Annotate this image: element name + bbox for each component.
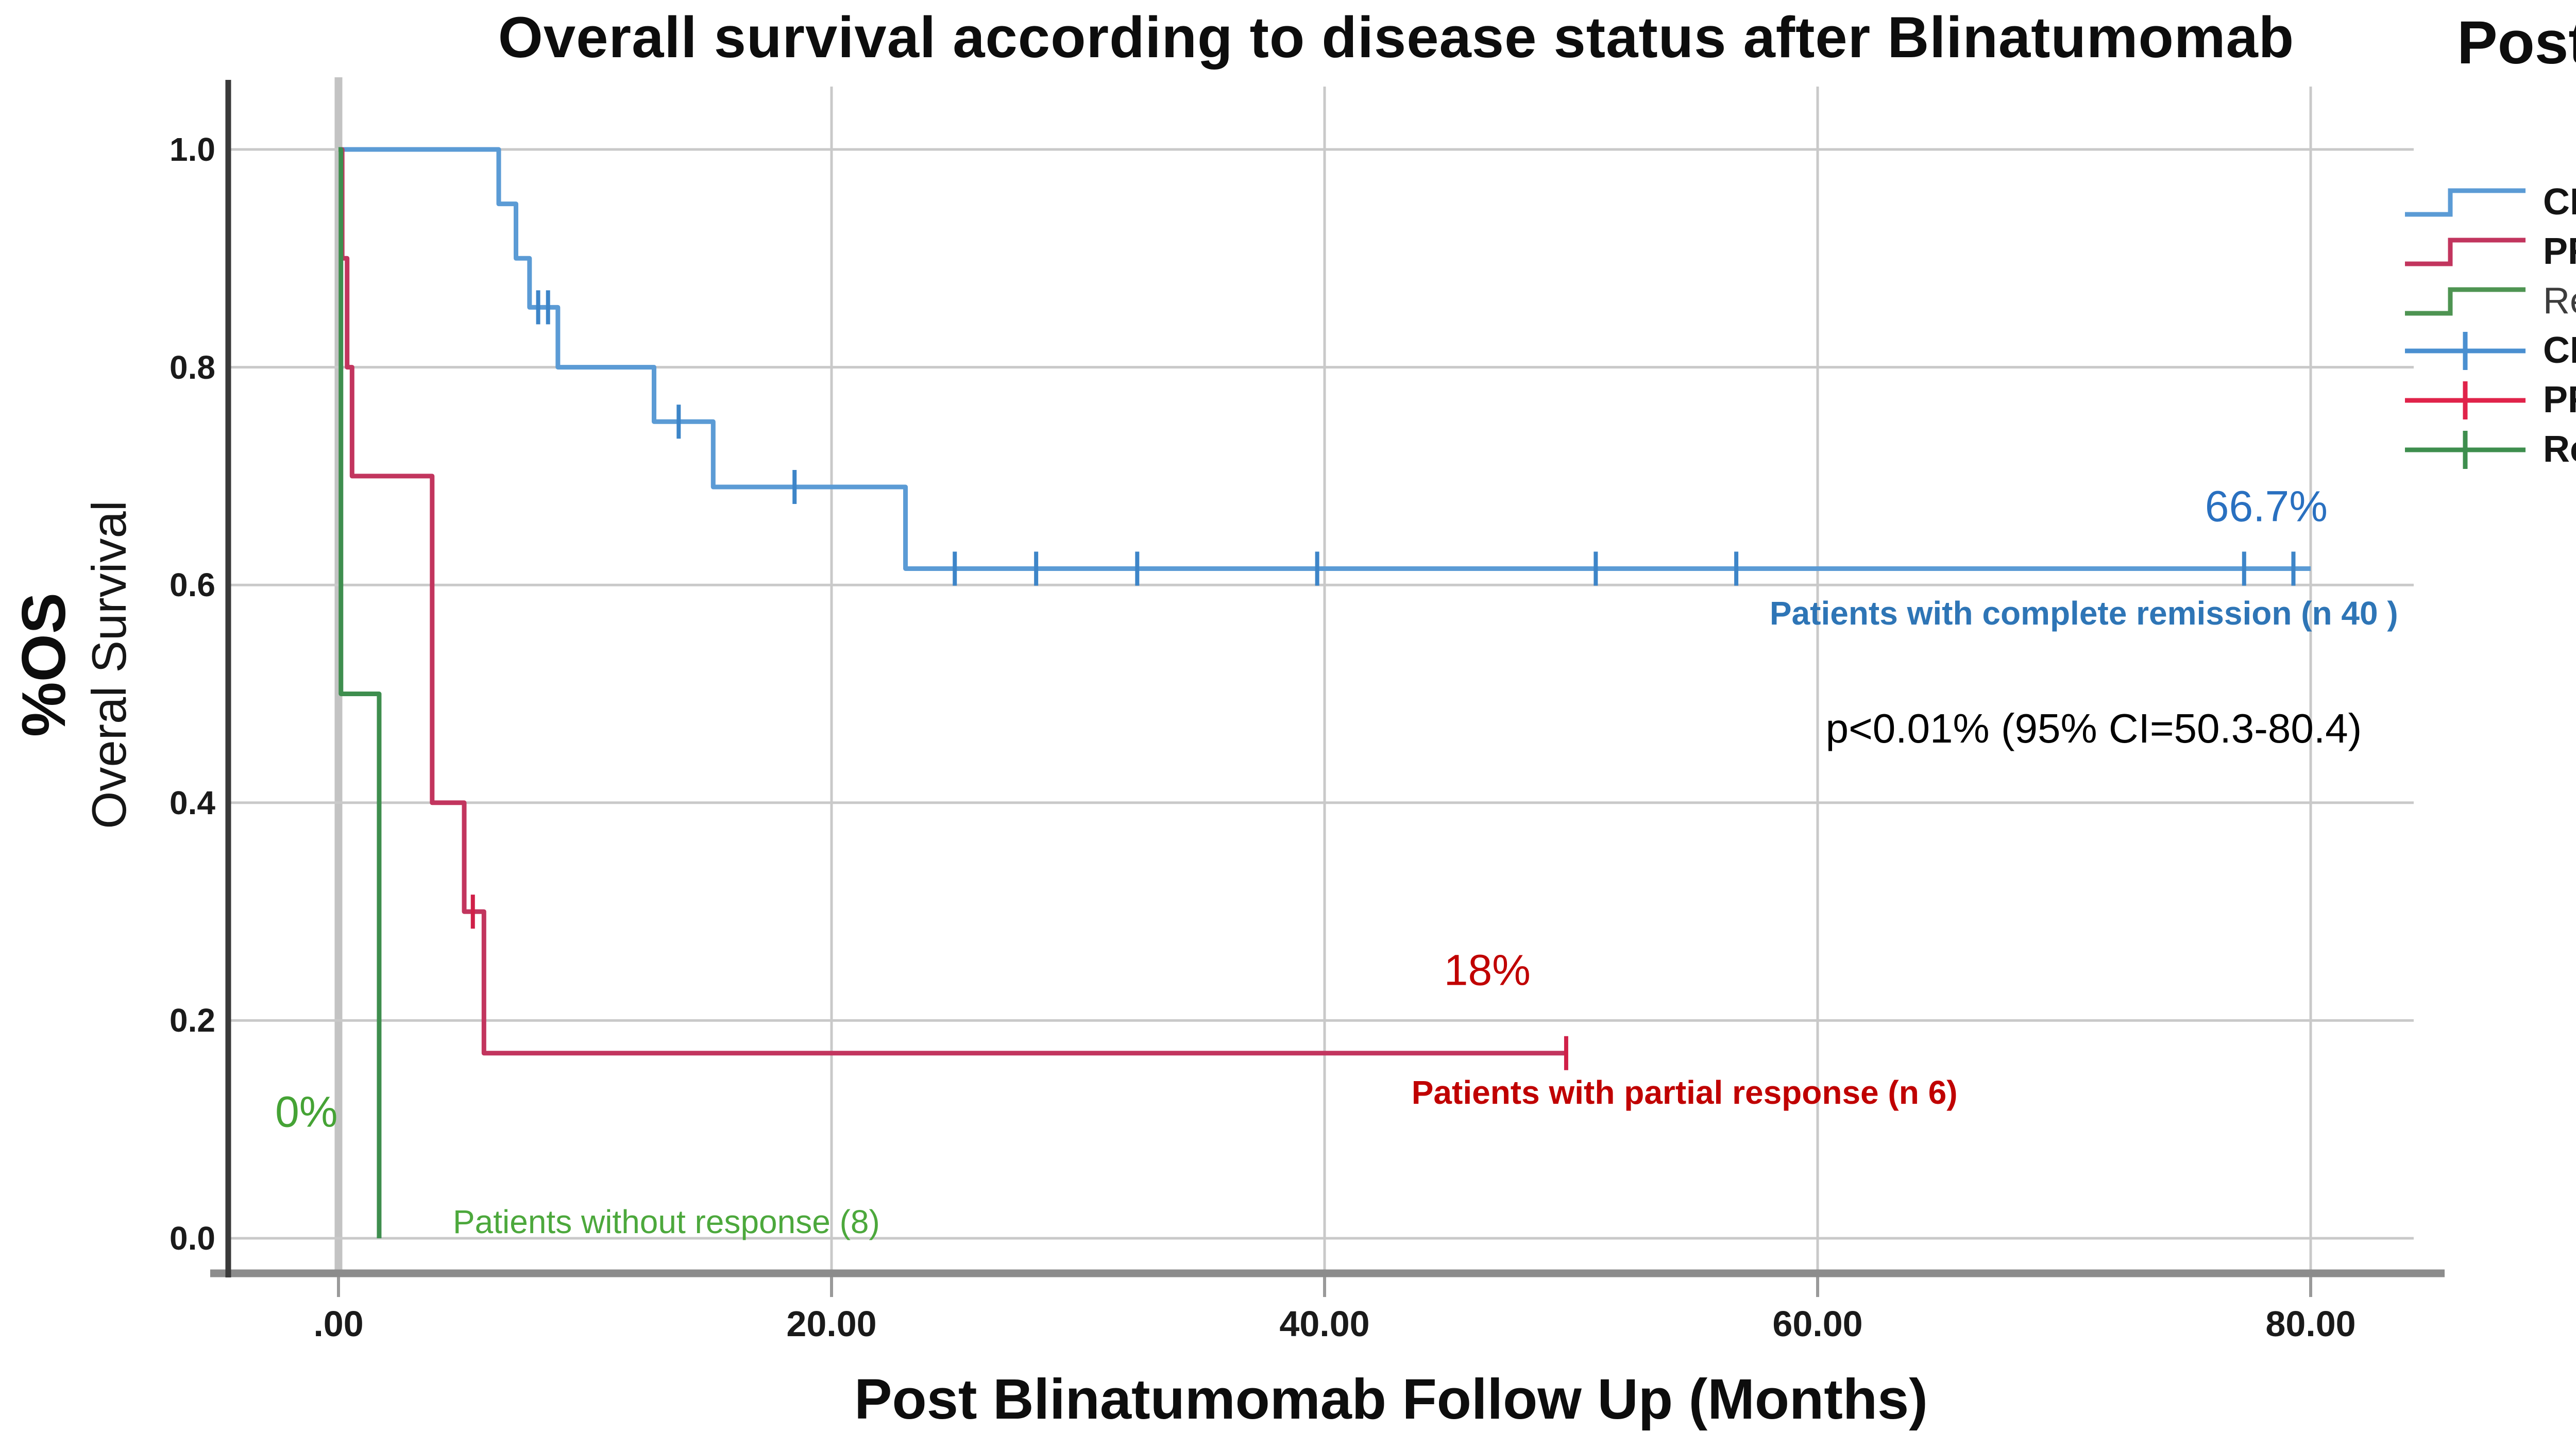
- annotation-pr-rate: 18%: [1444, 946, 1531, 995]
- annotation-pr-label: Patients with partial response (n 6): [1411, 1073, 1958, 1111]
- legend-title: Post Blinatumomab Status: [2457, 9, 2576, 77]
- legend-label-refractory-censored: Refractory Censored: [2543, 429, 2576, 470]
- legend-label-cr-censored: CR Censored: [2543, 330, 2576, 372]
- y-tick-label-0.6: 0.6: [170, 566, 215, 604]
- legend-label-pr: PR: [2543, 231, 2576, 273]
- y-tick-label-1.0: 1.0: [170, 131, 215, 168]
- legend-censor-plus-icon: [2405, 332, 2526, 371]
- y-tick-label-0.2: 0.2: [170, 1002, 215, 1039]
- series-cr: [338, 147, 2311, 571]
- legend-step-line-icon: [2405, 287, 2526, 316]
- legend-step-line-icon: [2405, 238, 2526, 266]
- x-axis-title: Post Blinatumomab Follow Up (Months): [854, 1368, 1928, 1431]
- legend-censor-plus-icon: [2405, 431, 2526, 469]
- legend-step-line-icon: [2405, 188, 2526, 217]
- legend-label-cr: CR: [2543, 181, 2576, 223]
- chart-title: Overall survival according to disease st…: [498, 5, 2295, 70]
- x-tick-label-.00: .00: [313, 1304, 364, 1344]
- legend-entry-pr: PR: [2401, 227, 2576, 276]
- legend-entry-cr-censored: CR Censored: [2401, 326, 2576, 375]
- y-tick-label-0.0: 0.0: [170, 1220, 215, 1257]
- series-pr: [338, 147, 1566, 1056]
- legend: Post Blinatumomab Status CRPRRefractoryC…: [2401, 7, 2576, 474]
- annotation-p-value: p<0.01% (95% CI=50.3-80.4): [1825, 705, 2362, 752]
- legend-entries: CR PR Refractory CR Censored PR Censored Refr…: [2401, 177, 2576, 474]
- legend-entry-cr: CR: [2401, 177, 2576, 227]
- legend-label-pr-censored: PR Censored: [2543, 379, 2576, 421]
- legend-entry-refractory-censored: Refractory Censored: [2401, 425, 2576, 474]
- y-axis-label-primary: %OS: [9, 592, 78, 737]
- x-tick-label-40.00: 40.00: [1279, 1304, 1370, 1344]
- legend-entry-refractory: Refractory: [2401, 276, 2576, 326]
- x-tick-label-80.00: 80.00: [2265, 1304, 2356, 1344]
- legend-censor-plus-icon: [2405, 381, 2526, 420]
- annotation-refractory-rate: 0%: [275, 1087, 338, 1136]
- annotation-cr-label: Patients with complete remission (n 40 ): [1769, 595, 2398, 632]
- x-tick-label-20.00: 20.00: [786, 1304, 877, 1344]
- annotation-cr-rate: 66.7%: [2205, 482, 2328, 531]
- y-tick-label-0.8: 0.8: [170, 348, 215, 386]
- annotation-refractory-label: Patients without response (8): [452, 1203, 880, 1241]
- legend-entry-pr-censored: PR Censored: [2401, 375, 2576, 425]
- series-refractory: [338, 147, 382, 1238]
- x-tick-label-60.00: 60.00: [1772, 1304, 1863, 1344]
- legend-label-refractory: Refractory: [2543, 280, 2576, 322]
- y-tick-label-0.4: 0.4: [170, 784, 215, 821]
